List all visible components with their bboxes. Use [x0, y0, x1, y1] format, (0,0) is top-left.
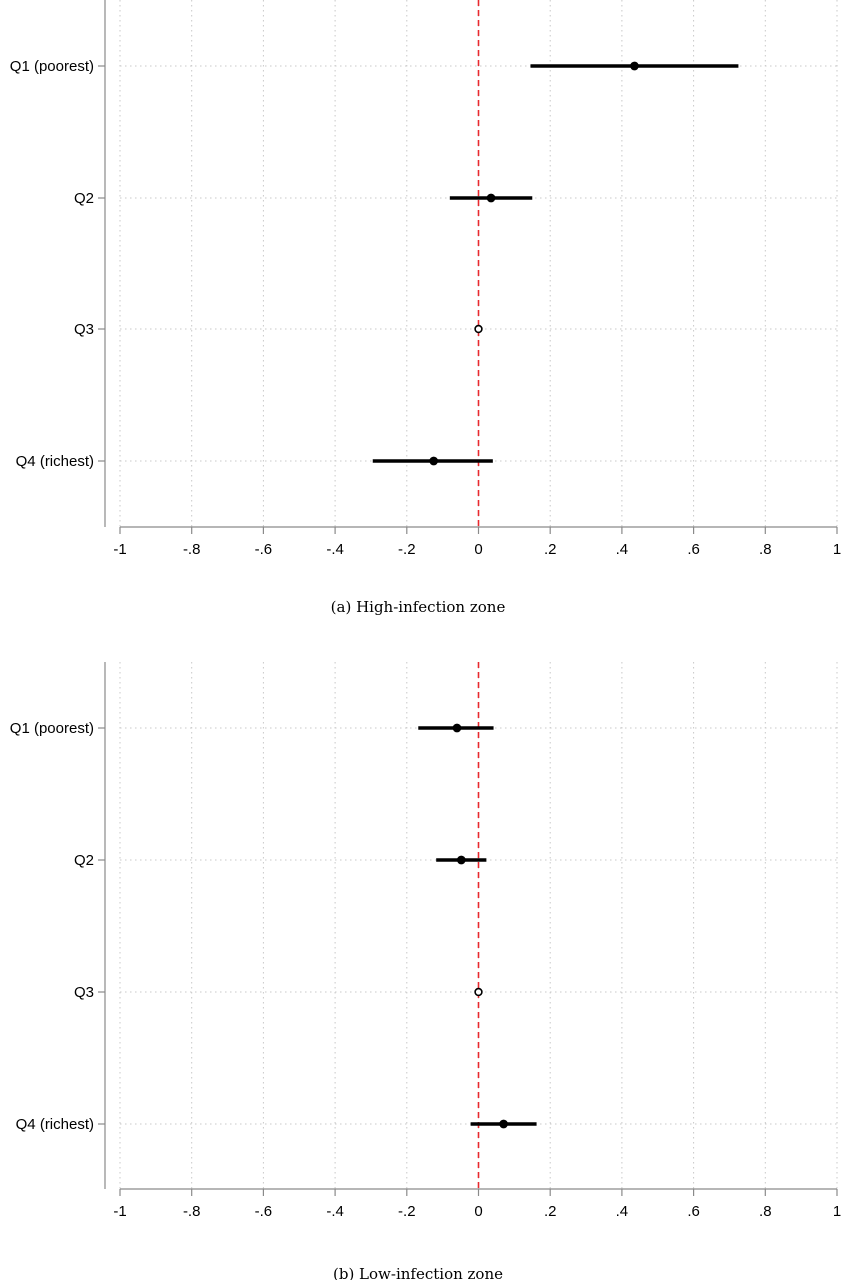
- point-estimate: [429, 456, 439, 466]
- reference-point: [474, 987, 483, 997]
- reference-point: [474, 324, 483, 334]
- x-tick-label: -.8: [183, 541, 201, 558]
- x-tick-label: .6: [687, 541, 700, 558]
- y-tick-label: Q4 (richest): [16, 1116, 94, 1133]
- point-estimate: [499, 1119, 508, 1129]
- point-estimate: [452, 723, 462, 733]
- point-estimate: [486, 193, 496, 203]
- x-tick-label: -.6: [255, 1203, 273, 1220]
- x-tick-label: .4: [616, 541, 629, 558]
- y-tick-label: Q1 (poorest): [10, 58, 94, 75]
- x-tick-label: -.4: [326, 541, 344, 558]
- x-tick-label: -1: [113, 541, 126, 558]
- x-tick-label: .6: [687, 1203, 700, 1220]
- x-tick-label: -.4: [326, 1203, 344, 1220]
- point-estimate: [630, 61, 639, 71]
- x-tick-label: .8: [759, 1203, 772, 1220]
- x-tick-label: -.2: [398, 1203, 416, 1220]
- point-estimate: [456, 855, 466, 865]
- panel-caption: (b) Low-infection zone: [333, 1265, 503, 1280]
- y-tick-label: Q1 (poorest): [10, 720, 94, 737]
- y-tick-label: Q3: [74, 984, 94, 1001]
- x-tick-label: .8: [759, 541, 772, 558]
- y-tick-label: Q4 (richest): [16, 453, 94, 470]
- x-tick-label: -.6: [255, 541, 273, 558]
- y-tick-label: Q2: [74, 852, 94, 869]
- y-tick-label: Q3: [74, 321, 94, 338]
- x-tick-label: 1: [833, 541, 841, 558]
- panel-b: Q1 (poorest) Q2 Q3 Q4 (richest) -1 -.8 -.6 -.4 -…: [10, 662, 841, 1280]
- panel-a: Q1 (poorest) Q2 Q3 Q4 (richest) -1 -.8 -.6 -.4 -…: [10, 0, 841, 616]
- x-tick-label: -1: [113, 1203, 126, 1220]
- x-tick-label: .2: [544, 541, 557, 558]
- y-tick-label: Q2: [74, 190, 94, 207]
- x-tick-label: 1: [833, 1203, 841, 1220]
- x-tick-label: .4: [616, 1203, 629, 1220]
- x-tick-label: 0: [474, 541, 482, 558]
- panel-caption: (a) High-infection zone: [331, 598, 506, 616]
- x-tick-label: .2: [544, 1203, 557, 1220]
- x-tick-label: -.8: [183, 1203, 201, 1220]
- x-tick-label: -.2: [398, 541, 416, 558]
- x-tick-label: 0: [474, 1203, 482, 1220]
